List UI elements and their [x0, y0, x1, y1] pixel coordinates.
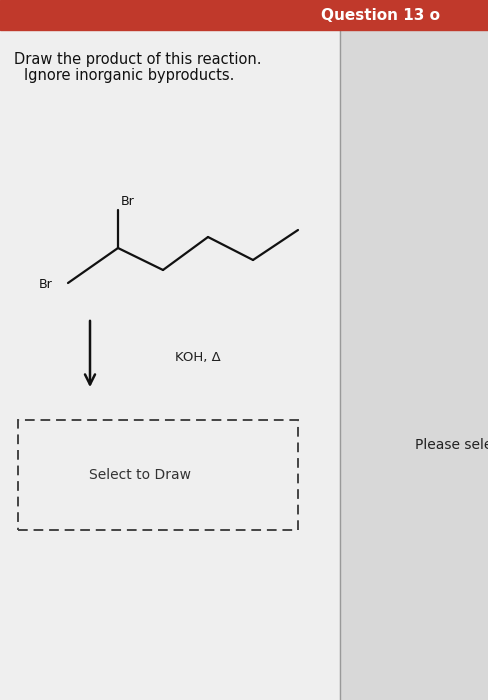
- Bar: [0, 0, 488, 30]
- Text: Br: Br: [121, 195, 135, 208]
- Text: Draw the product of this reaction.: Draw the product of this reaction.: [14, 52, 262, 67]
- Text: Ignore inorganic byproducts.: Ignore inorganic byproducts.: [24, 68, 234, 83]
- Text: Please sele: Please sele: [415, 438, 488, 452]
- Bar: [0, 30, 340, 700]
- Text: Select to Draw: Select to Draw: [89, 468, 191, 482]
- Bar: [340, 30, 488, 700]
- Text: Question 13 o: Question 13 o: [321, 8, 440, 22]
- Text: Br: Br: [38, 277, 52, 290]
- Text: KOH, Δ: KOH, Δ: [175, 351, 221, 365]
- Bar: [18, 420, 298, 530]
